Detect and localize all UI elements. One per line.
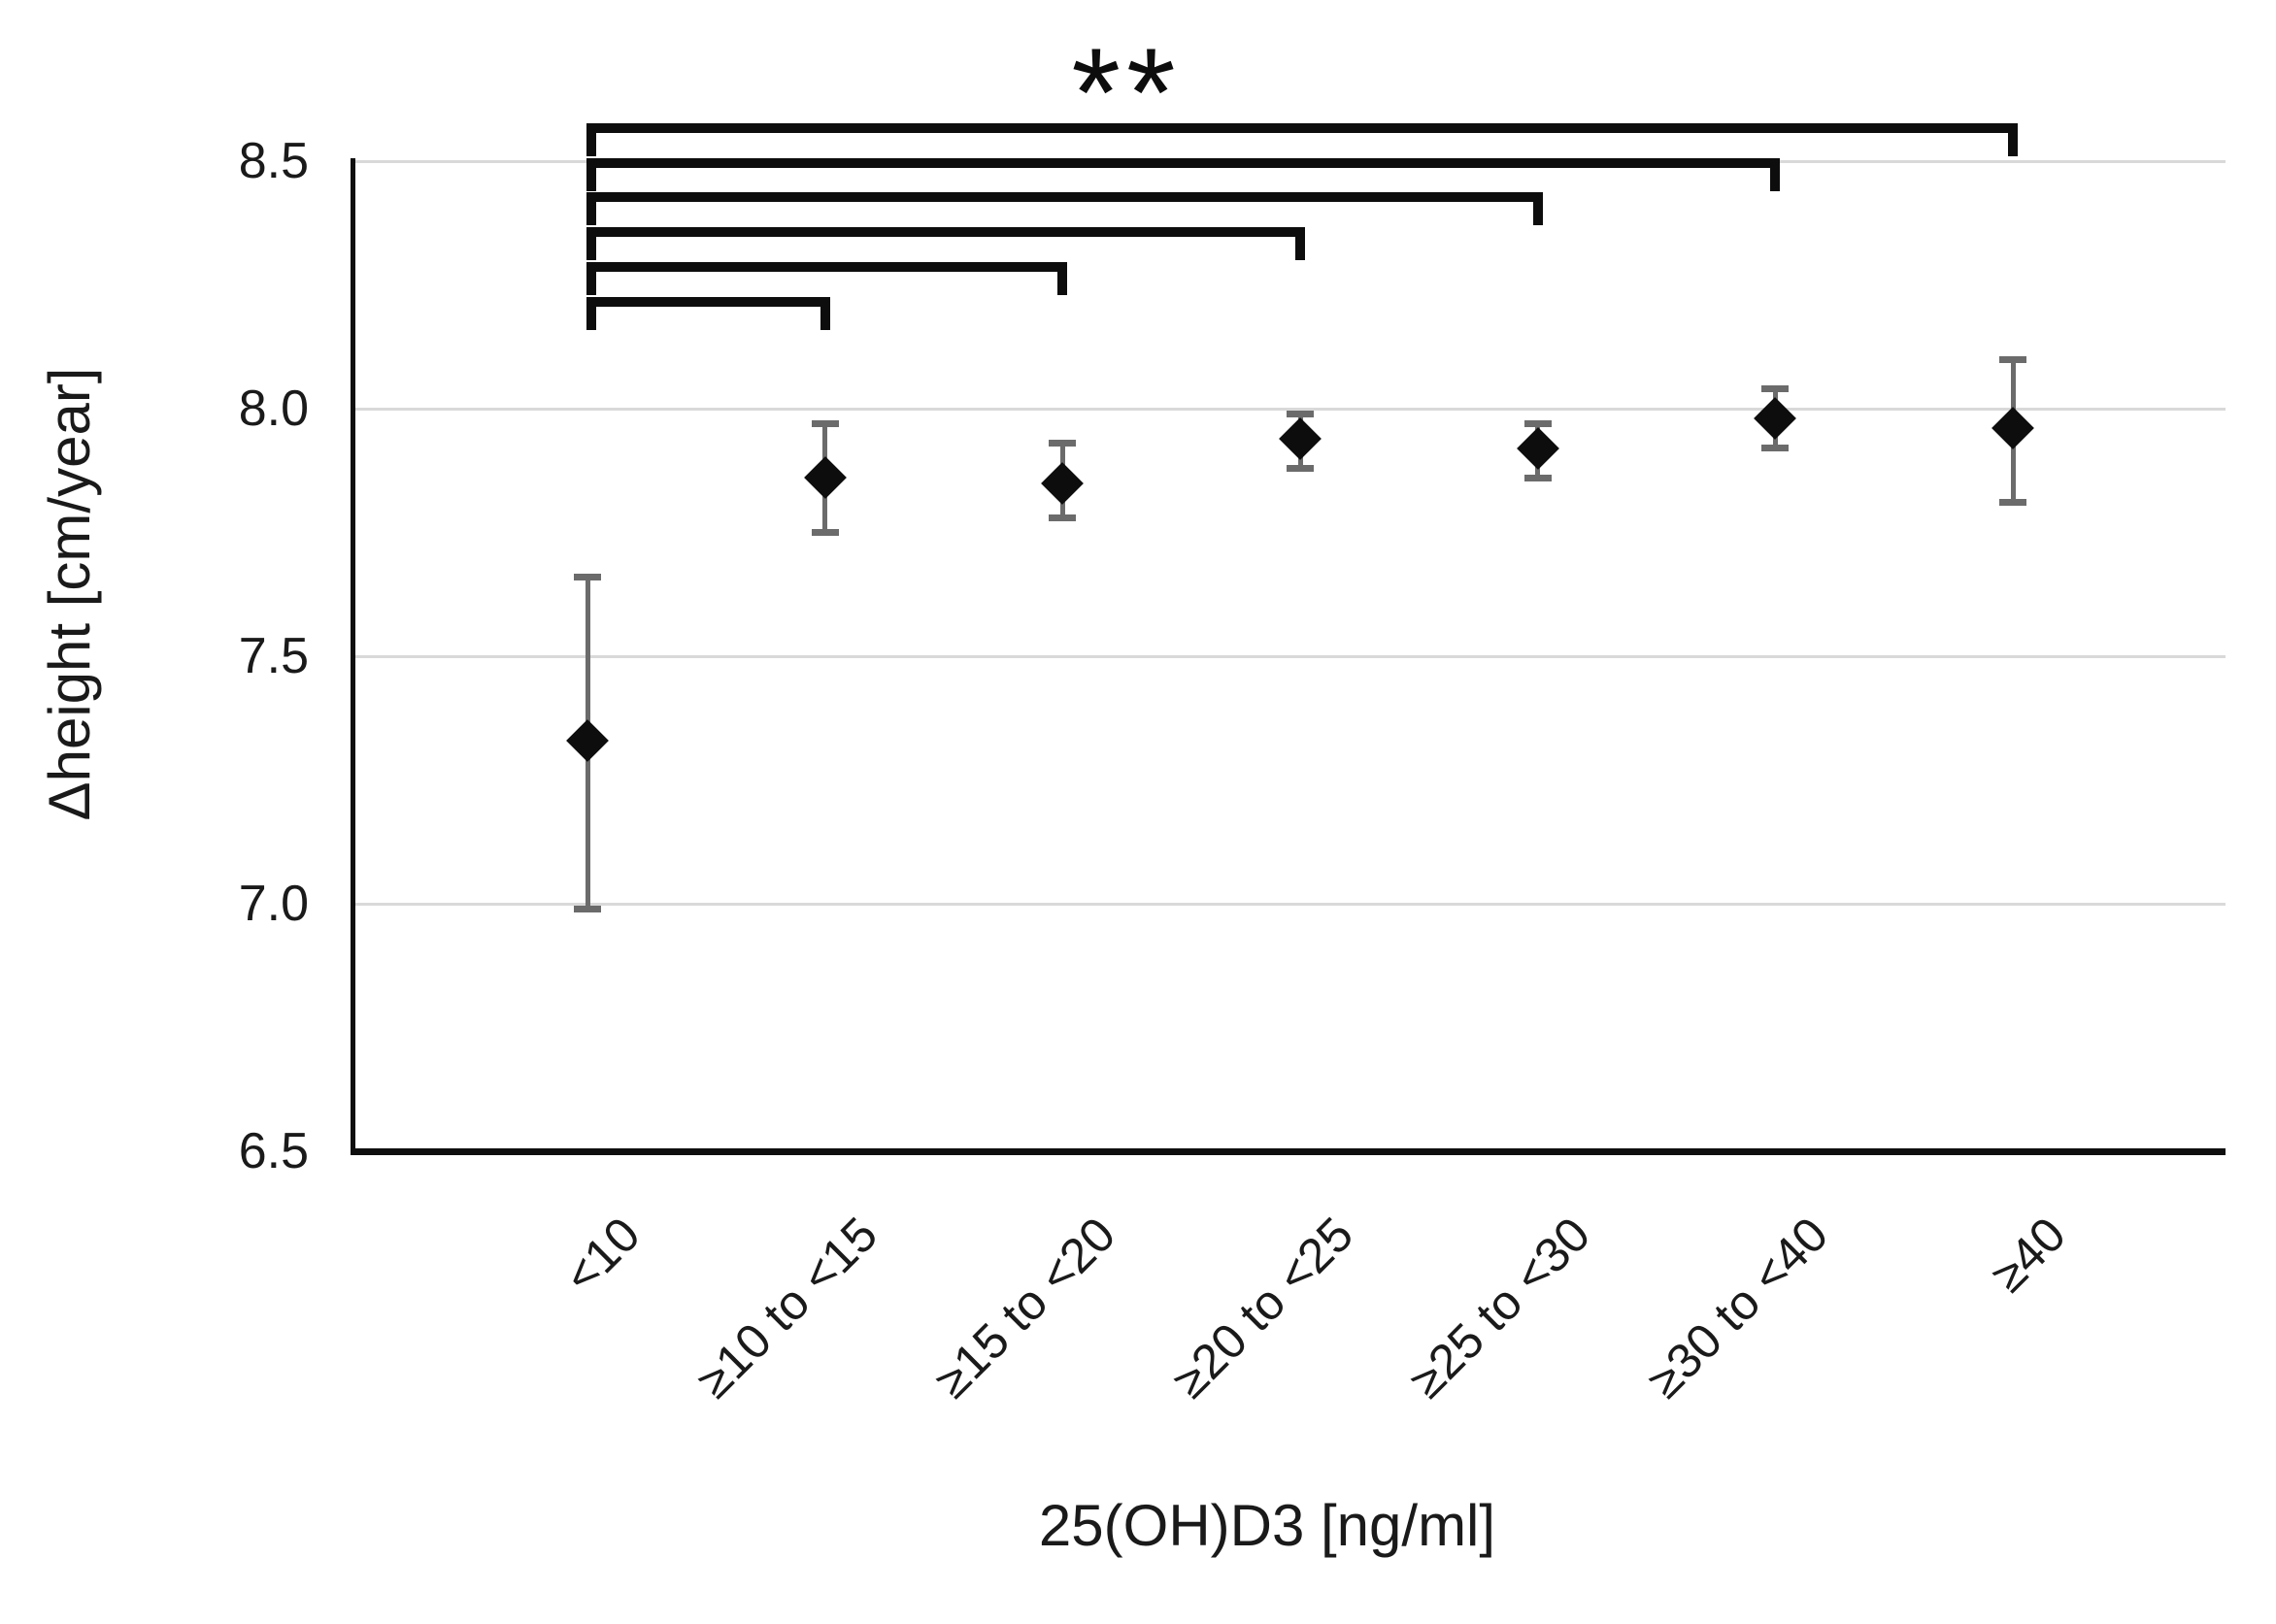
bracket-horizontal [586,192,1543,202]
diamond-marker [1754,397,1797,441]
bracket-horizontal [586,297,830,307]
error-bar-cap-bottom [811,529,839,536]
y-axis-title: Δheight [cm/year] [37,367,102,821]
y-gridline [351,655,2226,658]
bracket-right-tick [1770,158,1781,191]
diamond-marker [1041,461,1085,505]
error-bar-cap-bottom [574,905,601,912]
y-tick-label: 8.0 [238,381,309,437]
diamond-marker [803,456,847,500]
bracket-left-tick [586,192,596,225]
error-bar-cap-top [811,419,839,427]
error-bar-cap-bottom [1523,474,1552,481]
bracket-right-tick [2008,123,2019,156]
error-bar-cap-top [1523,419,1552,427]
significance-stars: ** [1071,21,1182,163]
y-tick-label: 6.5 [238,1123,309,1179]
y-axis-line [351,158,355,1155]
bracket-right-tick [1295,227,1305,260]
diamond-marker [566,718,609,762]
bracket-right-tick [820,297,830,330]
x-category-label: ≥25 to <30 [1399,1207,1601,1409]
x-category-label: ≥15 to <20 [923,1207,1126,1409]
x-category-label: ≥40 [1980,1207,2076,1303]
y-tick-label: 7.0 [238,876,309,932]
diamond-marker [1516,426,1559,470]
x-category-label: ≥10 to <15 [686,1207,888,1409]
x-axis-line [351,1148,2226,1155]
error-bar-cap-top [1761,385,1790,393]
y-tick-label: 7.5 [238,628,309,684]
error-bar-cap-bottom [1761,445,1790,452]
y-tick-label: 8.5 [238,133,309,189]
bracket-horizontal [586,158,1781,168]
x-category-label: ≥30 to <40 [1636,1207,1839,1409]
bracket-right-tick [1057,262,1068,295]
diamond-marker [1279,416,1322,460]
error-bar-cap-top [574,573,601,580]
diamond-marker [1992,407,2034,450]
bracket-horizontal [586,262,1068,272]
x-category-label: ≥20 to <25 [1161,1207,1363,1409]
error-bar-cap-top [1049,440,1077,447]
error-bar-cap-bottom [1287,464,1314,472]
error-bar-cap-top [1999,355,2027,363]
x-category-label: <10 [553,1207,651,1304]
bracket-left-tick [586,158,596,191]
y-gridline [351,903,2226,906]
bracket-horizontal [586,123,2019,133]
error-bar-cap-bottom [1999,499,2027,507]
error-bar-cap-top [1287,410,1314,417]
bracket-left-tick [586,123,596,156]
x-axis-title: 25(OH)D3 [ng/ml] [1038,1493,1496,1558]
bracket-horizontal [586,227,1305,237]
bracket-left-tick [586,297,596,330]
y-gridline [351,408,2226,411]
error-bar-cap-bottom [1049,514,1077,521]
bracket-right-tick [1532,192,1543,225]
bracket-left-tick [586,262,596,295]
bracket-left-tick [586,227,596,260]
